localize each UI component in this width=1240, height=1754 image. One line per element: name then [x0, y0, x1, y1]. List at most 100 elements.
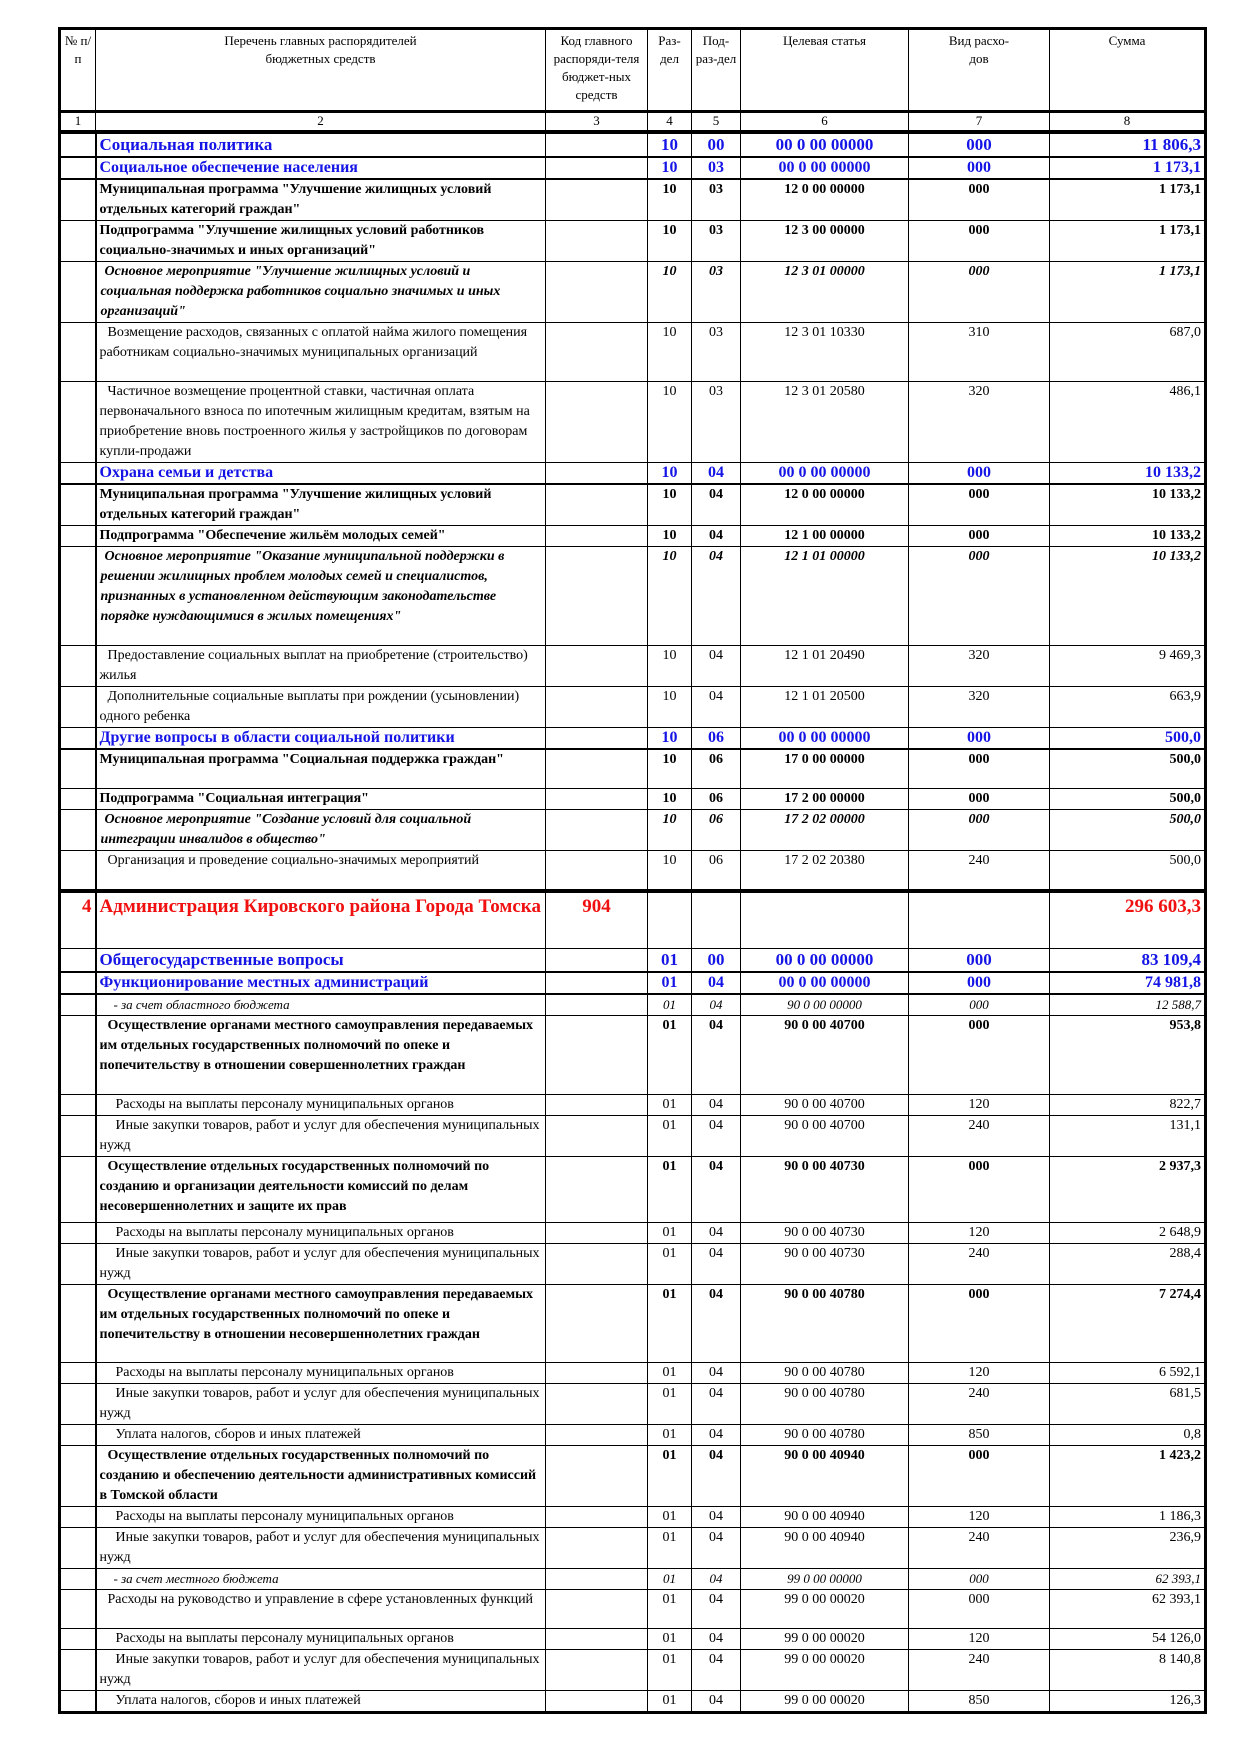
- row-vid: 000: [908, 993, 1050, 1016]
- row-razdel: 10: [647, 156, 692, 180]
- row-razdel: 10: [647, 788, 692, 810]
- table-row: Подпрограмма "Социальная интеграция" 10 06…: [58, 788, 1206, 810]
- row-name: Общегосударственные вопросы: [95, 948, 546, 973]
- row-name-text: Осуществление отдельных государственных …: [99, 1448, 537, 1503]
- row-name: Иные закупки товаров, работ и услуг для …: [95, 1649, 546, 1691]
- row-code: [545, 1115, 648, 1157]
- row-target: 90 0 00 40780: [740, 1383, 909, 1425]
- row-number: [58, 850, 97, 892]
- row-vid: 000: [908, 483, 1050, 526]
- row-code: [545, 727, 648, 750]
- row-name: Подпрограмма "Улучшение жилищных условий…: [95, 220, 546, 262]
- header-sum: Сумма: [1049, 28, 1206, 112]
- table-row: Предоставление социальных выплат на прио…: [58, 645, 1206, 687]
- column-number: 4: [647, 110, 692, 134]
- row-code: [545, 850, 648, 892]
- table-row: Иные закупки товаров, работ и услуг для …: [58, 1383, 1206, 1425]
- row-name: Основное мероприятие "Оказание муниципал…: [95, 546, 546, 646]
- row-sum: 1 423,2: [1049, 1445, 1206, 1507]
- row-sum: 288,4: [1049, 1243, 1206, 1285]
- table-row: Возмещение расходов, связанных с оплатой…: [58, 322, 1206, 382]
- row-name: Иные закупки товаров, работ и услуг для …: [95, 1527, 546, 1569]
- row-target: 90 0 00 40940: [740, 1527, 909, 1569]
- row-name: - за счет областного бюджета: [95, 993, 546, 1016]
- row-target: 99 0 00 00020: [740, 1589, 909, 1629]
- row-name: Расходы на руководство и управление в сф…: [95, 1589, 546, 1629]
- row-number: [58, 1568, 97, 1590]
- table-row: Осуществление органами местного самоупра…: [58, 1015, 1206, 1095]
- row-sum: 74 981,8: [1049, 971, 1206, 995]
- row-number: [58, 1649, 97, 1691]
- row-sum: 10 133,2: [1049, 483, 1206, 526]
- row-code: [545, 645, 648, 687]
- row-name: Иные закупки товаров, работ и услуг для …: [95, 1115, 546, 1157]
- row-razdel: 10: [647, 261, 692, 323]
- row-code: [545, 1424, 648, 1446]
- table-row: Муниципальная программа "Улучшение жилищ…: [58, 178, 1206, 221]
- row-name: Подпрограмма "Социальная интеграция": [95, 788, 546, 810]
- row-razdel: 10: [647, 220, 692, 262]
- row-name-text: Расходы на выплаты персоналу муниципальн…: [115, 1097, 454, 1112]
- row-number: [58, 220, 97, 262]
- table-row: Основное мероприятие "Оказание муниципал…: [58, 546, 1206, 646]
- row-number: [58, 1506, 97, 1528]
- table-row: Охрана семьи и детства 10 04 00 0 00 00000 0…: [58, 462, 1206, 485]
- table-row: Расходы на выплаты персоналу муниципальн…: [58, 1506, 1206, 1528]
- row-vid: 320: [908, 645, 1050, 687]
- row-number: [58, 322, 97, 382]
- row-vid: 000: [908, 1284, 1050, 1363]
- row-number: [58, 546, 97, 646]
- row-podrazdel: 06: [691, 788, 741, 810]
- budget-table: № п/п Перечень главных распорядителей бю…: [58, 27, 1207, 1714]
- row-sum: 236,9: [1049, 1527, 1206, 1569]
- row-podrazdel: 04: [691, 1243, 741, 1285]
- table-row: Социальное обеспечение населения 10 03 00 0…: [58, 156, 1206, 180]
- table-row: Дополнительные социальные выплаты при ро…: [58, 686, 1206, 728]
- row-vid: 000: [908, 948, 1050, 973]
- row-razdel: 10: [647, 809, 692, 851]
- row-number: [58, 645, 97, 687]
- row-name: Расходы на выплаты персоналу муниципальн…: [95, 1362, 546, 1384]
- row-name: Муниципальная программа "Социальная подд…: [95, 748, 546, 789]
- row-name: Социальное обеспечение населения: [95, 156, 546, 180]
- row-name-text: Социальное обеспечение населения: [99, 159, 358, 176]
- row-podrazdel: 04: [691, 686, 741, 728]
- row-razdel: 10: [647, 645, 692, 687]
- row-number: [58, 1628, 97, 1650]
- row-name-text: Подпрограмма "Улучшение жилищных условий…: [99, 223, 485, 258]
- row-target: 90 0 00 40700: [740, 1115, 909, 1157]
- row-name: Расходы на выплаты персоналу муниципальн…: [95, 1094, 546, 1116]
- row-podrazdel: [691, 889, 741, 949]
- table-row: Расходы на выплаты персоналу муниципальн…: [58, 1628, 1206, 1650]
- row-name-text: Иные закупки товаров, работ и услуг для …: [99, 1530, 540, 1565]
- row-razdel: 01: [647, 1383, 692, 1425]
- row-vid: 000: [908, 809, 1050, 851]
- row-name-text: - за счет местного бюджета: [113, 1571, 279, 1586]
- row-vid: 000: [908, 220, 1050, 262]
- row-name-text: Основное мероприятие "Оказание муниципал…: [100, 549, 505, 624]
- column-number: 2: [95, 110, 546, 134]
- table-row: Иные закупки товаров, работ и услуг для …: [58, 1243, 1206, 1285]
- table-row: Подпрограмма "Обеспечение жильём молодых…: [58, 525, 1206, 547]
- row-number: [58, 462, 97, 485]
- row-razdel: 01: [647, 948, 692, 973]
- table-row: Основное мероприятие "Создание условий д…: [58, 809, 1206, 851]
- row-target: 00 0 00 00000: [740, 131, 909, 158]
- row-name-text: Предоставление социальных выплат на прио…: [99, 648, 528, 683]
- row-sum: 54 126,0: [1049, 1628, 1206, 1650]
- row-target: 00 0 00 00000: [740, 727, 909, 750]
- row-name: Частичное возмещение процентной ставки, …: [95, 381, 546, 463]
- table-row: Основное мероприятие "Улучшение жилищных…: [58, 261, 1206, 323]
- row-razdel: 01: [647, 1222, 692, 1244]
- row-vid: 240: [908, 1527, 1050, 1569]
- row-podrazdel: 04: [691, 483, 741, 526]
- row-podrazdel: 04: [691, 1156, 741, 1223]
- row-target: 17 2 02 00000: [740, 809, 909, 851]
- table-row: Расходы на выплаты персоналу муниципальн…: [58, 1222, 1206, 1244]
- table-row: Осуществление отдельных государственных …: [58, 1445, 1206, 1507]
- row-number: [58, 483, 97, 526]
- row-podrazdel: 03: [691, 178, 741, 221]
- row-code: [545, 1589, 648, 1629]
- row-name-text: Осуществление органами местного самоупра…: [99, 1287, 534, 1342]
- row-target: 12 1 01 20500: [740, 686, 909, 728]
